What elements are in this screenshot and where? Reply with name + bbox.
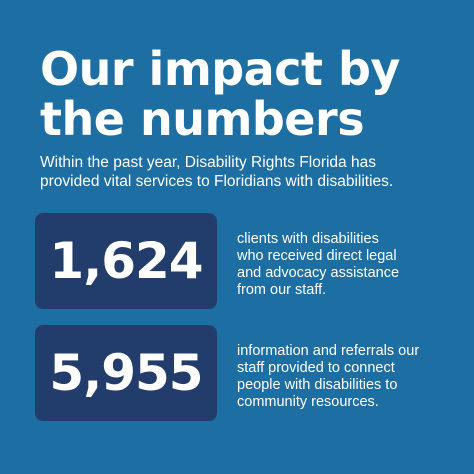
stat-referrals: 5,955 information and referrals our staf… [35,325,465,421]
headline: Our impact by the numbers [40,44,460,144]
stat-clients: 1,624 clients with disabilities who rece… [35,213,465,309]
stat-number: 5,955 [49,344,203,402]
intro-line-2: provided vital services to Floridians wi… [40,173,394,190]
stat-description-line: who received direct legal [237,248,397,264]
stat-description-line: clients with disabilities [237,231,379,247]
stat-description-line: community resources. [237,394,379,410]
headline-line-1: Our impact by [40,42,400,96]
stat-description: clients with disabilities who received d… [237,231,467,299]
intro-text: Within the past year, Disability Rights … [40,153,470,191]
stat-description-line: staff provided to connect [237,360,395,376]
intro-line-1: Within the past year, Disability Rights … [40,154,376,171]
stat-number-box: 5,955 [35,325,217,421]
stat-description-line: from our staff. [237,282,327,298]
headline-line-2: the numbers [40,92,365,146]
stat-description-line: people with disabilities to [237,377,398,393]
stat-number-box: 1,624 [35,213,217,309]
stat-description: information and referrals our staff prov… [237,343,467,411]
stat-description-line: and advocacy assistance [237,265,400,281]
stat-description-line: information and referrals our [237,343,420,359]
stat-number: 1,624 [49,232,203,290]
